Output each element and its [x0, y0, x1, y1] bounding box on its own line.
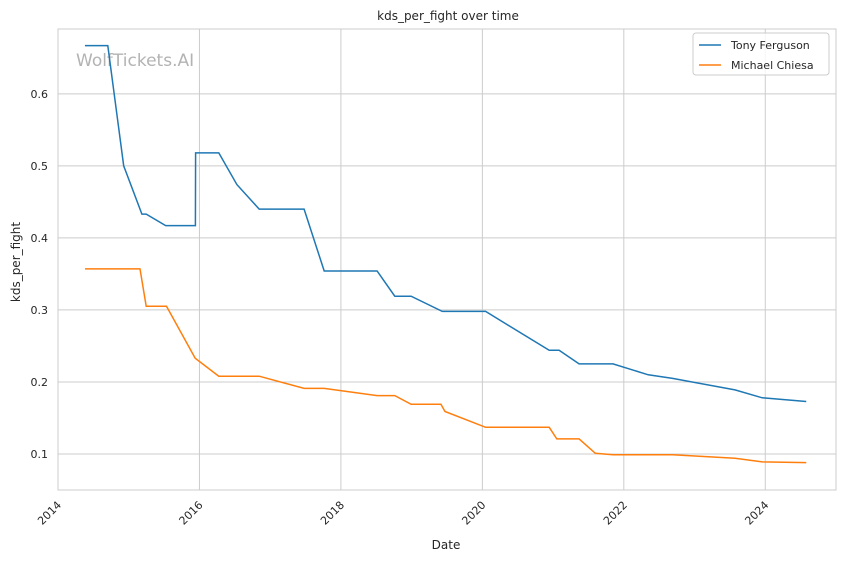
y-tick-label: 0.1	[31, 448, 49, 461]
chart-title: kds_per_fight over time	[377, 9, 519, 23]
y-axis-label: kds_per_fight	[9, 222, 23, 303]
plot-frame	[57, 28, 837, 491]
y-tick-label: 0.2	[31, 376, 49, 389]
legend-label: Tony Ferguson	[730, 39, 810, 52]
y-tick-label: 0.4	[31, 232, 49, 245]
plot-area: WolfTickets.AI	[57, 28, 837, 491]
series-line-tony-ferguson	[84, 44, 807, 403]
x-axis-label: Date	[432, 538, 461, 552]
y-tick-label: 0.3	[31, 304, 49, 317]
y-tick-label: 0.5	[31, 160, 49, 173]
legend-label: Michael Chiesa	[731, 59, 814, 72]
series-line-michael-chiesa	[84, 268, 807, 464]
legend-box	[692, 32, 830, 76]
watermark-text: WolfTickets.AI	[76, 51, 194, 71]
plot-background	[58, 29, 836, 490]
legend: Tony Ferguson Michael Chiesa	[692, 32, 830, 76]
y-tick-label: 0.6	[31, 88, 49, 101]
